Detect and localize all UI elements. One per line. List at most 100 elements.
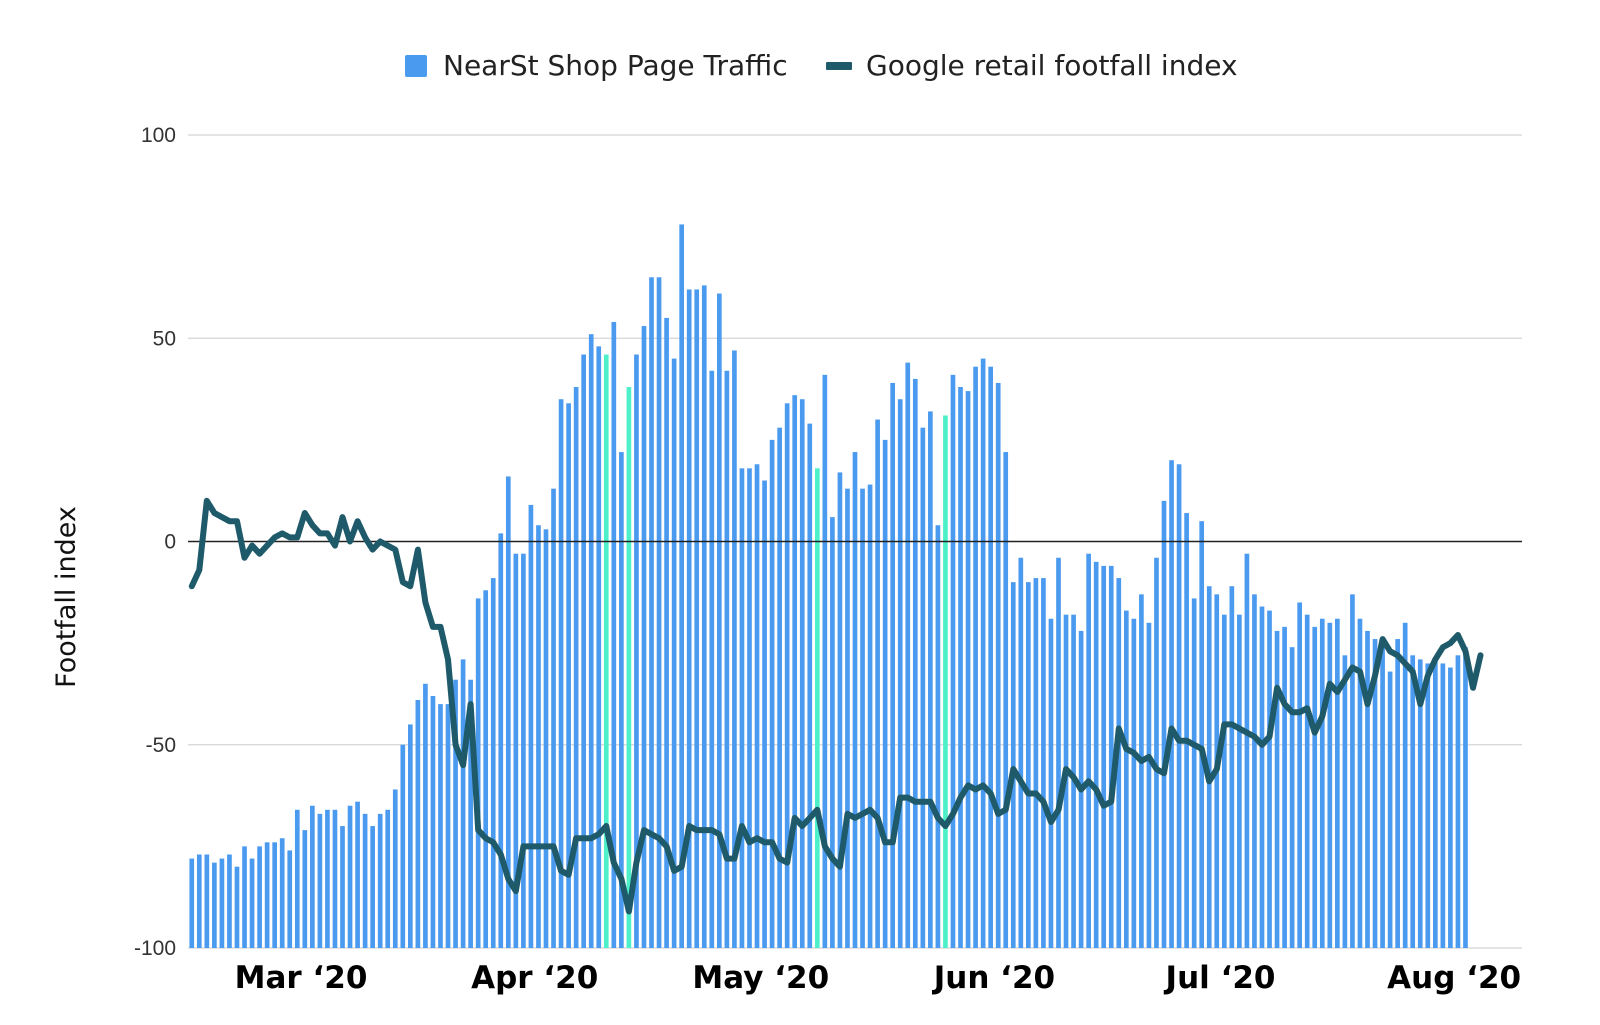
traffic-bar [965, 391, 971, 949]
traffic-bar [1425, 663, 1431, 948]
traffic-bar [799, 399, 805, 949]
legend: NearSt Shop Page Traffic Google retail f… [405, 49, 1238, 82]
traffic-bar [1350, 594, 1355, 948]
traffic-bar [1365, 630, 1370, 948]
traffic-bar [769, 439, 775, 948]
traffic-bar [732, 350, 737, 948]
x-month-label: May ‘20 [692, 960, 829, 996]
traffic-bar [603, 354, 609, 948]
x-month-label: Jul ‘20 [1164, 960, 1276, 996]
traffic-bar [1312, 626, 1318, 948]
traffic-bar [423, 683, 428, 948]
traffic-bar [1463, 647, 1468, 948]
traffic-bar [1026, 582, 1031, 948]
traffic-bar [928, 411, 933, 948]
traffic-bar [1319, 618, 1325, 948]
traffic-bar [385, 809, 391, 948]
x-month-label: Jun ‘20 [932, 960, 1055, 996]
traffic-bar [1448, 667, 1453, 948]
traffic-bar [679, 224, 684, 948]
traffic-bar [1244, 553, 1250, 948]
traffic-bar [686, 289, 692, 949]
traffic-bar [1372, 639, 1378, 948]
traffic-bar [453, 679, 458, 948]
traffic-bar [536, 525, 541, 948]
traffic-bar [664, 317, 669, 948]
traffic-bar [1123, 610, 1129, 948]
traffic-bar [1274, 630, 1280, 948]
x-month-label: Mar ‘20 [235, 960, 368, 996]
traffic-bar [445, 704, 451, 948]
x-axis-month-labels: Mar ‘20 Apr ‘20 May ‘20 Jun ‘20 Jul ‘20 Aug ‘… [235, 960, 1521, 996]
traffic-bar [1010, 582, 1016, 948]
y-tick-label: -50 [146, 734, 176, 757]
traffic-bar [528, 504, 534, 948]
traffic-bar [1327, 622, 1333, 948]
traffic-bar [505, 476, 511, 948]
traffic-bar [332, 809, 338, 948]
traffic-bar [196, 854, 202, 948]
traffic-bar [973, 366, 978, 949]
traffic-bar [468, 679, 473, 948]
traffic-bar [1289, 647, 1295, 948]
traffic-bar [935, 525, 941, 948]
legend-swatch-footfall [826, 62, 852, 70]
traffic-bar [1402, 622, 1408, 948]
traffic-bar [513, 553, 519, 948]
traffic-bar [1342, 655, 1348, 948]
traffic-bar [845, 488, 850, 948]
traffic-bar [694, 289, 700, 949]
traffic-bar [475, 598, 481, 948]
traffic-bar [1108, 565, 1114, 948]
traffic-bar [656, 277, 662, 948]
traffic-bar [242, 846, 247, 948]
traffic-bar [1252, 594, 1257, 948]
traffic-bar [822, 374, 828, 949]
x-month-label: Aug ‘20 [1387, 960, 1521, 996]
traffic-bar [792, 395, 798, 948]
traffic-bar [234, 866, 240, 948]
traffic-bar [1101, 565, 1107, 948]
traffic-bar [573, 387, 579, 948]
traffic-bar [988, 366, 993, 949]
traffic-bar [837, 472, 843, 948]
traffic-bar [415, 700, 421, 948]
traffic-bar [588, 334, 594, 948]
traffic-bar [1199, 521, 1205, 948]
traffic-bar [1304, 614, 1310, 948]
traffic-bar [1161, 500, 1167, 948]
traffic-bar [1237, 614, 1242, 948]
traffic-bar [1154, 557, 1159, 948]
traffic-bar [1395, 639, 1400, 948]
traffic-bar [860, 488, 865, 948]
traffic-bar [392, 789, 398, 948]
traffic-bar [347, 805, 353, 948]
traffic-bar [950, 374, 956, 949]
y-axis-title: Footfall index [51, 506, 82, 688]
traffic-bar [310, 805, 315, 948]
legend-swatch-traffic [405, 55, 427, 77]
traffic-bar [611, 321, 617, 948]
traffic-bar [551, 488, 556, 948]
traffic-bar [1169, 460, 1174, 948]
traffic-bars [189, 224, 1468, 949]
traffic-bar [1184, 513, 1189, 948]
traffic-bar [777, 427, 782, 948]
traffic-bar [709, 370, 715, 948]
traffic-bar [249, 858, 255, 948]
traffic-bar [1432, 659, 1438, 948]
traffic-bar [867, 484, 873, 948]
traffic-bar [1221, 614, 1227, 948]
traffic-bar [189, 858, 195, 948]
traffic-bar [317, 813, 323, 948]
traffic-bar [490, 578, 496, 948]
traffic-bar [219, 858, 225, 948]
y-tick-label: 0 [164, 531, 176, 554]
traffic-bar [1086, 553, 1091, 948]
traffic-bar [1259, 606, 1265, 948]
traffic-bar [717, 293, 722, 948]
traffic-bar [958, 387, 963, 948]
traffic-bar [1229, 586, 1235, 948]
traffic-bar [852, 452, 858, 948]
traffic-bar [1410, 655, 1416, 948]
